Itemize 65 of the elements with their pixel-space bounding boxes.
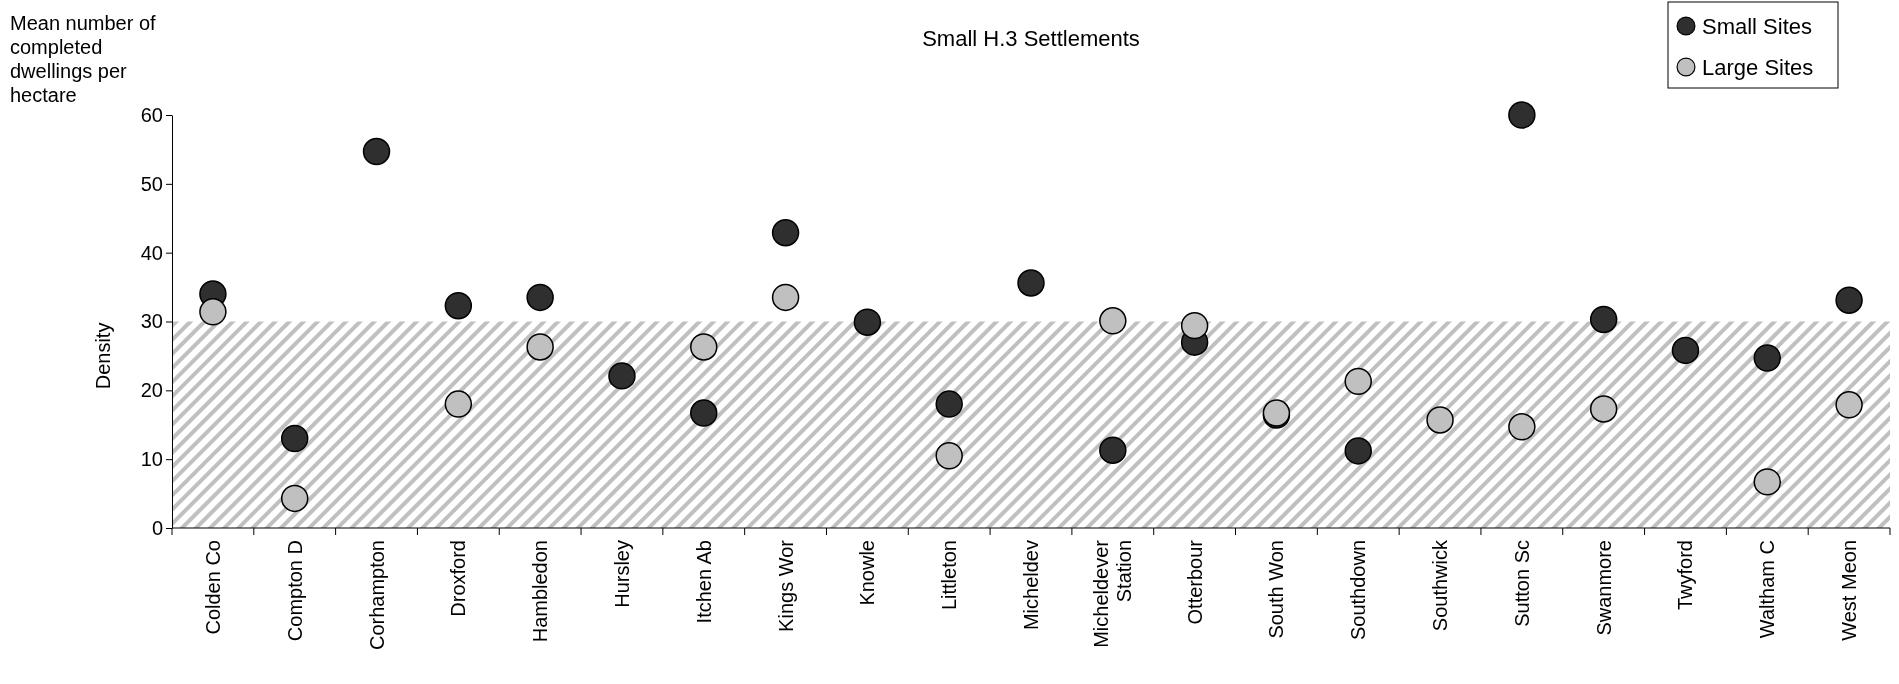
- x-tick-label: Waltham C: [1756, 540, 1779, 639]
- point: [1753, 468, 1782, 496]
- point: [771, 218, 800, 247]
- x-tick-label: Southdown: [1347, 540, 1370, 641]
- x-tick-label: Twyford: [1674, 540, 1697, 611]
- point: [1180, 311, 1209, 340]
- point: [1589, 305, 1618, 334]
- x-tick-label: Knowle: [856, 540, 879, 606]
- point: [935, 442, 963, 470]
- point: [1589, 395, 1618, 423]
- x-tick-label: Otterbour: [1183, 539, 1206, 625]
- x-tick-label: Compton D: [283, 540, 306, 642]
- point: [853, 308, 882, 336]
- point: [526, 283, 554, 312]
- y-tick-label: 0: [151, 516, 163, 539]
- x-tick-label: Itchen Ab: [692, 540, 715, 624]
- legend-label: Large Sites: [1702, 54, 1814, 80]
- point: [1099, 307, 1127, 335]
- y-axis-title: Density: [92, 322, 114, 390]
- x-tick-label: Micheldev: [1020, 540, 1042, 631]
- chart-title: Small H.3 Settlements: [922, 26, 1140, 51]
- x-tick-label: Corhampton: [365, 540, 388, 651]
- legend-label: Small Sites: [1702, 13, 1813, 39]
- point: [1344, 367, 1372, 396]
- x-tick-label: Southwick: [1429, 539, 1452, 632]
- y-tick-label: 10: [140, 448, 163, 471]
- point: [1344, 437, 1372, 465]
- y-tick-label: 40: [140, 241, 163, 264]
- point: [690, 399, 718, 427]
- point: [280, 484, 309, 513]
- point: [1017, 269, 1045, 297]
- point: [690, 333, 718, 361]
- x-tick-label: South Won: [1265, 540, 1288, 639]
- x-tick-label: Micheldever Station: [1090, 539, 1136, 648]
- point: [526, 333, 554, 361]
- x-tick-label: Hambledon: [529, 540, 552, 643]
- point: [608, 362, 636, 390]
- text: Mean number of completed dwellings per hectare: [10, 12, 157, 106]
- point: [771, 283, 800, 312]
- point: [362, 137, 391, 166]
- y-tick-label: 30: [140, 310, 163, 333]
- x-tick-label: Colden Co: [201, 540, 224, 635]
- point: [1099, 436, 1127, 464]
- point: [199, 298, 227, 326]
- point: [444, 291, 473, 320]
- point: [1426, 406, 1454, 434]
- point: [1835, 391, 1863, 419]
- point: [935, 390, 963, 418]
- point: [1671, 336, 1700, 365]
- point: [1753, 344, 1782, 372]
- point: [444, 390, 473, 418]
- y-tick-label: 60: [140, 103, 163, 126]
- y-tick-label: 50: [140, 172, 163, 195]
- x-tick-label: Droxford: [447, 540, 470, 617]
- x-tick-label: Sutton Sc: [1510, 540, 1533, 627]
- x-tick-label: Swanmore: [1592, 540, 1615, 636]
- y-tick-label: 20: [140, 379, 163, 402]
- point: [1835, 286, 1863, 314]
- x-tick-label: Hursley: [610, 540, 633, 608]
- point: [1508, 413, 1536, 441]
- x-tick-label: Kings Wor: [774, 539, 797, 632]
- point: [280, 424, 309, 453]
- point: [1508, 101, 1536, 129]
- x-tick-label: West Meon: [1838, 540, 1861, 641]
- x-tick-label: Littleton: [938, 540, 961, 611]
